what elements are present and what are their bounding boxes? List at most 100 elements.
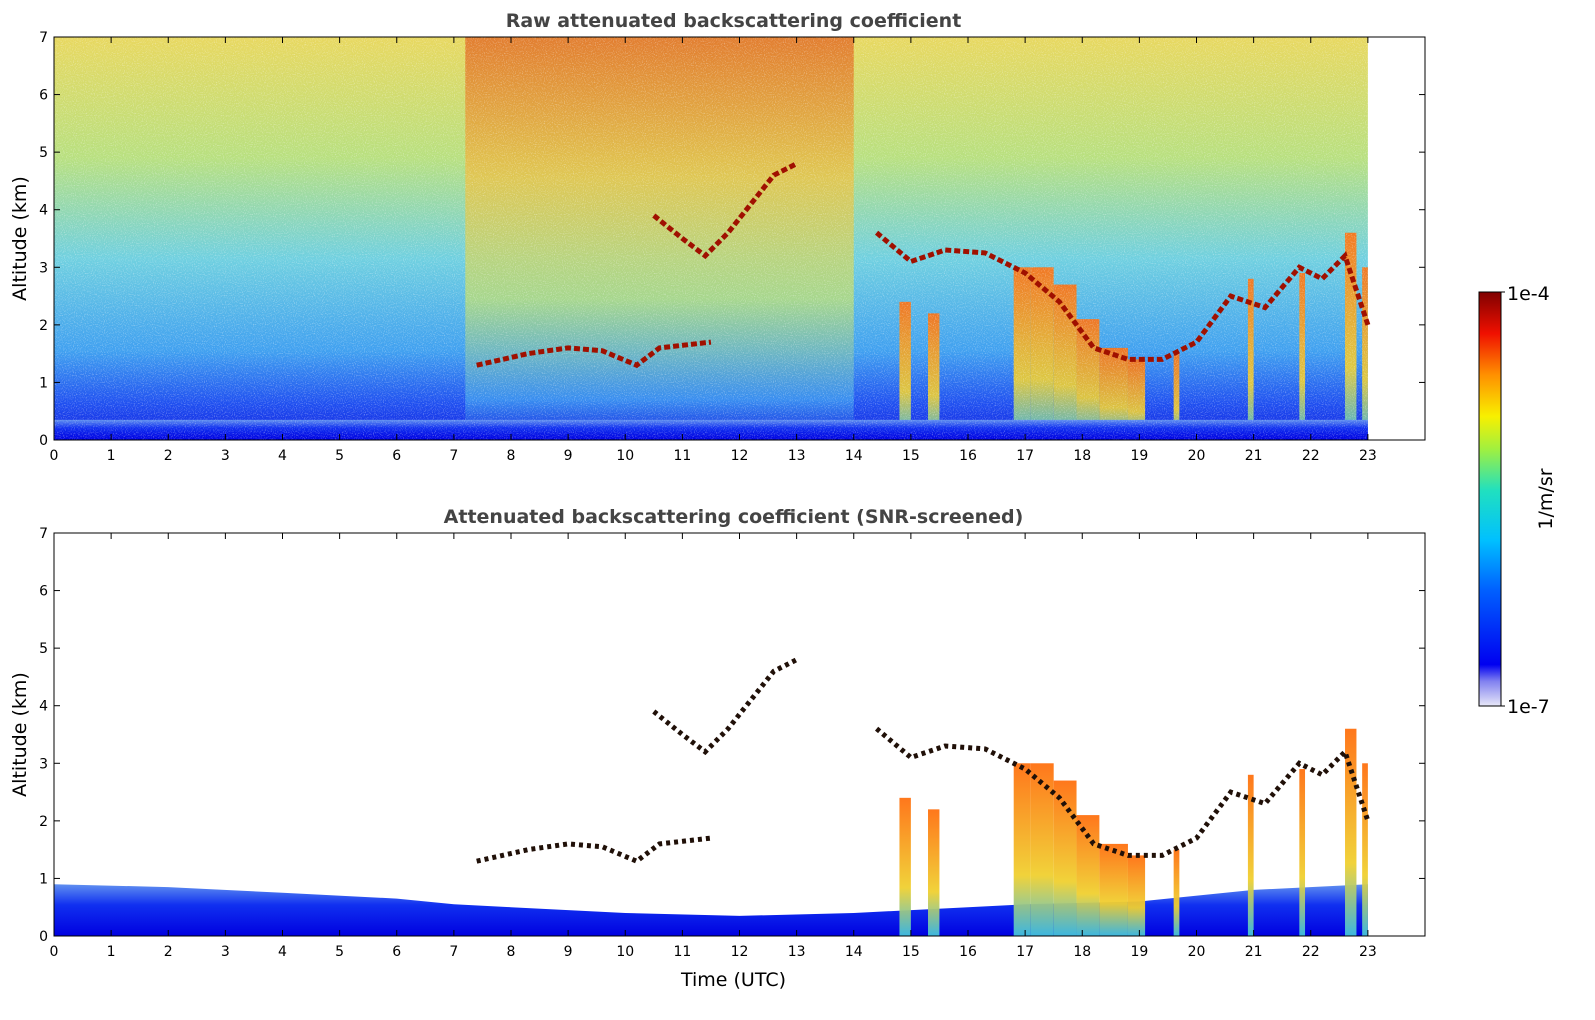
x-tick-label: 5: [335, 448, 344, 464]
dust-plume: [1076, 815, 1100, 936]
x-tick-label: 2: [164, 944, 173, 960]
x-tick-label: 9: [564, 448, 573, 464]
x-tick-label: 12: [731, 944, 749, 960]
y-tick-label: 7: [39, 30, 48, 46]
dust-plume: [1345, 728, 1357, 936]
x-tick-label: 7: [449, 448, 458, 464]
x-tick-label: 16: [959, 944, 977, 960]
x-tick-label: 3: [221, 448, 230, 464]
raw-x-ticks: 0 1 2 3 4 5 6 7 8 9 10 11 12 13 14 15 16 17 18 19 20 21 22 23: [50, 37, 1377, 464]
x-tick-label: 18: [1073, 944, 1091, 960]
x-tick-label: 19: [1130, 448, 1148, 464]
y-tick-label: 2: [39, 318, 48, 334]
x-tick-label: 22: [1302, 448, 1320, 464]
screened-background: [54, 533, 1425, 936]
screened-dust-plumes: [899, 728, 1368, 936]
colorbar: 1e-4 1e-7 1/m/sr: [1478, 283, 1557, 718]
y-tick-label: 3: [39, 756, 48, 772]
x-tick-label: 21: [1245, 448, 1263, 464]
x-tick-label: 9: [564, 944, 573, 960]
dust-plume: [1099, 843, 1128, 936]
dust-plume: [1362, 763, 1368, 936]
x-tick-label: 20: [1188, 448, 1206, 464]
y-tick-label: 6: [39, 584, 48, 600]
y-tick-label: 0: [39, 433, 48, 449]
cloud-layer-line: [652, 657, 798, 756]
x-tick-label: 17: [1016, 944, 1034, 960]
x-tick-label: 5: [335, 944, 344, 960]
cloud-layer-line: [476, 339, 712, 369]
screened-x-ticks: 0 1 2 3 4 5 6 7 8 9 10 11 12 13 14 15 16 17 18 19 20 21 22 23: [50, 533, 1377, 960]
colorbar-max-label: 1e-4: [1507, 283, 1550, 305]
x-tick-label: 3: [221, 944, 230, 960]
x-tick-label: 10: [616, 944, 634, 960]
y-tick-label: 2: [39, 814, 48, 830]
screened-cloud-layers: [476, 657, 1371, 865]
colorbar-gradient: [1478, 291, 1502, 707]
screened-y-ticks: 0 1 2 3 4 5 6 7: [39, 526, 1425, 945]
x-tick-label: 19: [1130, 944, 1148, 960]
x-tick-label: 10: [616, 448, 634, 464]
y-tick-label: 4: [39, 699, 48, 715]
x-tick-label: 12: [731, 448, 749, 464]
y-tick-label: 3: [39, 260, 48, 276]
x-tick-label: 14: [845, 448, 863, 464]
raw-cloud-layers: [476, 161, 1371, 369]
x-axis-label: Time (UTC): [680, 969, 786, 991]
x-tick-label: 13: [788, 448, 806, 464]
screened-y-axis-label: Altitude (km): [9, 672, 31, 797]
raw-panel: Raw attenuated backscattering coefficien…: [9, 10, 1426, 464]
cloud-layer-line: [652, 161, 798, 260]
y-tick-label: 4: [39, 203, 48, 219]
raw-panel-title: Raw attenuated backscattering coefficien…: [506, 10, 962, 32]
x-tick-label: 1: [107, 944, 116, 960]
dust-plume: [1173, 849, 1180, 936]
x-tick-label: 2: [164, 448, 173, 464]
dust-plume: [1127, 855, 1146, 936]
x-tick-label: 8: [507, 448, 516, 464]
x-tick-label: 4: [278, 448, 287, 464]
y-tick-label: 5: [39, 145, 48, 161]
dust-plume: [1053, 780, 1077, 936]
x-tick-label: 7: [449, 944, 458, 960]
y-tick-label: 1: [39, 375, 48, 391]
dust-plume: [1299, 769, 1306, 936]
cloud-layer-line: [874, 726, 1371, 858]
x-tick-label: 20: [1188, 944, 1206, 960]
x-tick-label: 21: [1245, 944, 1263, 960]
x-tick-label: 15: [902, 944, 920, 960]
x-tick-label: 23: [1359, 448, 1377, 464]
dust-plume: [928, 809, 940, 936]
x-tick-label: 1: [107, 448, 116, 464]
raw-speckle-noise: [54, 37, 1368, 440]
screened-panel-title: Attenuated backscattering coefficient (S…: [444, 506, 1024, 528]
cloud-layer-line: [476, 835, 712, 865]
screened-panel: Attenuated backscattering coefficient (S…: [9, 506, 1426, 991]
raw-y-axis-label: Altitude (km): [9, 176, 31, 301]
x-tick-label: 18: [1073, 448, 1091, 464]
x-tick-label: 4: [278, 944, 287, 960]
x-tick-label: 6: [392, 944, 401, 960]
cloud-layer-line: [874, 230, 1371, 362]
x-tick-label: 11: [673, 448, 691, 464]
x-tick-label: 14: [845, 944, 863, 960]
y-tick-label: 6: [39, 88, 48, 104]
x-tick-label: 6: [392, 448, 401, 464]
y-tick-label: 1: [39, 871, 48, 887]
x-tick-label: 13: [788, 944, 806, 960]
x-tick-label: 0: [50, 944, 59, 960]
x-tick-label: 17: [1016, 448, 1034, 464]
dust-plume: [899, 797, 911, 936]
y-tick-label: 5: [39, 641, 48, 657]
x-tick-label: 0: [50, 448, 59, 464]
y-tick-label: 0: [39, 929, 48, 945]
y-tick-label: 7: [39, 526, 48, 542]
dust-plume: [1247, 774, 1254, 936]
raw-y-ticks: 0 1 2 3 4 5 6 7: [39, 30, 1425, 449]
x-tick-label: 23: [1359, 944, 1377, 960]
x-tick-label: 22: [1302, 944, 1320, 960]
x-tick-label: 8: [507, 944, 516, 960]
dust-plume: [1013, 763, 1031, 936]
dust-plume: [1030, 763, 1054, 936]
